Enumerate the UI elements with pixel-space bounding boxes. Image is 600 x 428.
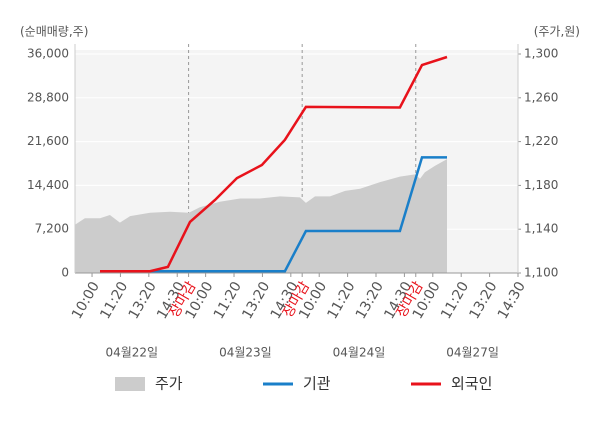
- y2-tick-label: 1,140: [524, 222, 558, 236]
- x-tick-label: 13:20: [239, 279, 273, 322]
- x-tick-label: 13:20: [353, 279, 387, 322]
- y2-tick-label: 1,180: [524, 178, 558, 192]
- legend-label: 외국인: [451, 375, 492, 393]
- y2-tick-label: 1,300: [524, 47, 558, 61]
- x-tick-label: 13:20: [126, 279, 160, 322]
- x-tick-label: 11:20: [97, 279, 131, 322]
- day-label: 04월27일: [446, 346, 499, 360]
- series-line: [100, 156, 447, 273]
- x-tick-label: 11:20: [438, 279, 472, 322]
- price-area: [75, 159, 447, 273]
- y2-tick-label: 1,100: [524, 266, 558, 280]
- y-tick-label: 14,400: [27, 178, 69, 192]
- y-tick-label: 21,600: [27, 134, 69, 148]
- y2-tick-label: 1,260: [524, 90, 558, 104]
- day-label: 04월23일: [219, 346, 272, 360]
- day-label: 04월22일: [105, 346, 158, 360]
- y-tick-label: 28,800: [27, 90, 69, 104]
- series-layer: [75, 55, 448, 273]
- y2-axis-title: (주가,원): [534, 25, 580, 39]
- y-axis-title: (순매매량,주): [20, 25, 88, 39]
- x-tick-label: 11:20: [325, 279, 359, 322]
- day-label: 04월24일: [333, 346, 386, 360]
- y-tick-label: 36,000: [27, 47, 69, 61]
- x-tick-label: 11:20: [211, 279, 245, 322]
- legend-label: 기관: [303, 375, 331, 393]
- x-tick-label: 14:30: [495, 279, 529, 322]
- y2-tick-label: 1,220: [524, 134, 558, 148]
- series-line: [100, 55, 448, 273]
- x-tick-label: 10:00: [69, 279, 103, 322]
- x-tick-label: 13:20: [466, 279, 500, 322]
- y-tick-label: 0: [61, 266, 69, 280]
- legend-label: 주가: [155, 375, 183, 393]
- legend-swatch: [115, 377, 145, 391]
- y-tick-label: 7,200: [35, 222, 69, 236]
